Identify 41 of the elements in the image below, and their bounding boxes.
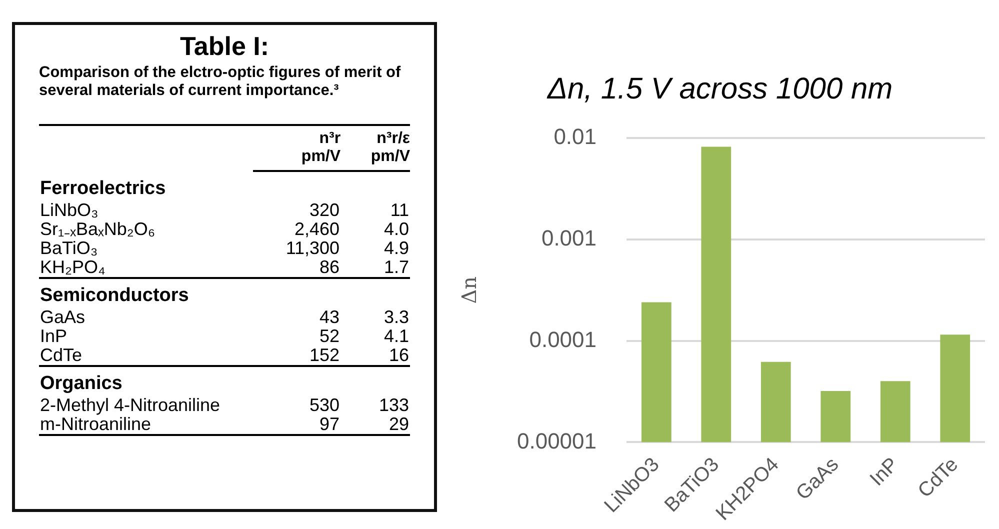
category-label: CdTe [39,345,84,366]
y-tick-label: 0.01 [554,124,597,150]
category-label: m-Nitroaniline [39,414,152,435]
category-label: KH₂PO₄ [39,257,106,278]
data-label: 11 [389,200,410,220]
y-axis-title: Δn [457,276,482,304]
data-label: 320 [308,200,341,220]
y-tick-label: 0.00001 [516,428,597,454]
text: Table I: [178,31,270,62]
text: Comparison of the elctro-optic figures of merit of several materials of current importance.³ [39,64,402,100]
data-label: 4.1 [382,326,410,346]
data-label: 86 [318,257,341,278]
data-label: 4.0 [382,219,410,239]
data-label: 52 [318,326,341,346]
chart-title: Δn, 1.5 V across 1000 nm [546,72,893,106]
data-label: 97 [318,414,341,435]
text: Organics [40,373,122,394]
data-label: 530 [308,395,341,415]
category-label: GaAs [39,307,86,327]
text: n³r pm/V [252,125,341,171]
data-label: 152 [308,345,341,366]
category-label: 2-Methyl 4-Nitroaniline [39,395,222,415]
data-label: 4.9 [382,238,410,258]
y-tick-label: 0.0001 [529,326,597,352]
data-label: 16 [388,345,410,366]
data-label: 3.3 [382,307,410,327]
x-tick-label: InP [866,454,903,490]
data-label: 2,460 [294,219,341,239]
data-label: 11,300 [284,238,341,258]
text: n³r/ε pm/V [340,125,410,171]
y-tick-label: 0.001 [541,225,597,250]
data-label: 43 [318,307,341,327]
data-label: 1.7 [382,257,410,278]
text: Semiconductors [40,285,189,306]
category-label: LiNbO₃ [39,200,100,220]
category-label: Sr₁₋ₓBaₓNb₂O₆ [39,219,156,239]
category-label: BaTiO₃ [39,238,99,258]
text: Ferroelectrics [40,178,166,199]
data-label: 29 [388,414,410,435]
category-label: InP [39,326,68,346]
data-label: 133 [378,395,410,415]
